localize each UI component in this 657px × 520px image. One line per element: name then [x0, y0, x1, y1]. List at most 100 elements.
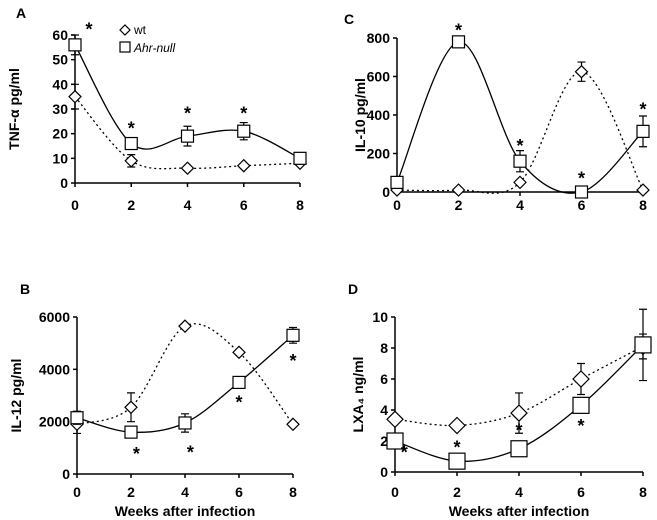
significance-asterisk: *: [128, 118, 135, 138]
data-point-square: [178, 416, 192, 430]
data-point-square: [293, 151, 307, 165]
data-point-diamond: [636, 183, 650, 197]
y-tick-label: 60: [52, 27, 68, 43]
data-point-diamond: [572, 370, 590, 388]
x-tick-label: 8: [639, 484, 647, 500]
legend-ahr-null: Ahr-null: [133, 41, 175, 55]
data-point-diamond: [451, 183, 466, 197]
data-point-square: [124, 425, 138, 439]
y-tick-label: 800: [367, 30, 391, 46]
significance-asterisk: *: [187, 442, 194, 462]
y-tick-label: 6: [380, 371, 388, 387]
x-tick-label: 4: [516, 197, 524, 213]
y-tick-label: 30: [52, 101, 68, 117]
significance-asterisk: *: [235, 393, 242, 413]
significance-asterisk: *: [453, 438, 460, 458]
y-axis-label: IL-10 pg/ml: [352, 78, 368, 152]
legend-diamond-icon: [119, 24, 131, 36]
data-point-diamond: [124, 153, 139, 168]
significance-asterisk: *: [401, 442, 408, 462]
x-tick-label: 8: [289, 484, 297, 500]
x-tick-label: 4: [181, 484, 189, 500]
x-tick-label: 2: [455, 197, 463, 213]
legend-wt: wt: [133, 23, 147, 37]
data-point-square: [451, 35, 466, 49]
data-point-square: [448, 452, 466, 470]
data-point-diamond: [513, 175, 527, 190]
x-tick-label: 0: [393, 197, 401, 213]
panel-D: D 0 2 4 6 8 10 0 2 4 6 8 LXA₄ ng/ml Weeks after infec…: [348, 281, 652, 519]
data-point-diamond: [178, 319, 192, 334]
y-tick-label: 2: [380, 433, 388, 449]
y-tick-label: 20: [52, 126, 68, 142]
data-point-diamond: [180, 161, 195, 176]
significance-asterisk: *: [639, 99, 646, 119]
significance-asterisk: *: [577, 416, 584, 436]
y-tick-label: 0: [62, 466, 70, 482]
x-tick-label: 8: [639, 197, 647, 213]
series-line-wt: [74, 96, 301, 170]
data-point-square: [180, 129, 195, 143]
data-point-square: [636, 124, 650, 138]
data-point-diamond: [124, 400, 138, 415]
x-tick-label: 0: [73, 484, 81, 500]
significance-asterisk: *: [516, 136, 523, 156]
significance-asterisk: *: [455, 20, 462, 40]
y-tick-label: 200: [367, 146, 391, 162]
x-tick-label: 0: [391, 484, 399, 500]
x-tick-label: 2: [127, 484, 135, 500]
data-point-square: [68, 38, 82, 52]
data-point-diamond: [68, 89, 82, 104]
x-axis-label: Weeks after infection: [115, 503, 256, 519]
data-point-diamond: [286, 417, 300, 432]
significance-asterisk: *: [578, 169, 585, 189]
data-point-square: [390, 175, 404, 189]
y-tick-label: 10: [372, 309, 388, 325]
data-point-diamond: [232, 345, 246, 360]
x-tick-label: 4: [184, 197, 192, 213]
legend-square-icon: [119, 41, 131, 53]
data-point-diamond: [510, 404, 528, 422]
legend: wt Ahr-null: [119, 23, 175, 55]
data-point-square: [237, 124, 251, 138]
data-point-square: [574, 185, 589, 199]
x-axis-label: Weeks after infection: [449, 503, 590, 519]
panel-A: A 0 10 20 30 40 50 60 0 2 4 6 8 TNF-α pg/ml * * * *: [6, 5, 307, 213]
y-axis-label: TNF-α pg/ml: [6, 68, 22, 150]
y-tick-label: 40: [52, 76, 68, 92]
data-point-square: [513, 154, 527, 168]
x-tick-label: 6: [578, 197, 586, 213]
data-point-diamond: [574, 64, 589, 79]
significance-asterisk: *: [289, 351, 296, 371]
data-point-square: [634, 336, 652, 354]
series-line-wt: [76, 323, 294, 425]
x-tick-label: 4: [515, 484, 523, 500]
x-tick-label: 0: [71, 197, 79, 213]
y-tick-label: 10: [52, 150, 68, 166]
panel-label: C: [344, 11, 354, 27]
panel-B: B 0 2000 4000 6000 0 2 4 6 8 IL-12 pg/ml Weeks afte…: [8, 281, 300, 519]
panel-label: A: [16, 5, 26, 21]
data-point-square: [510, 440, 528, 458]
data-point-square: [286, 328, 300, 342]
data-point-square: [232, 375, 246, 390]
panel-C: C 0 200 400 600 800 0 2 4 6 8 IL-10 pg/ml * * * *: [344, 11, 650, 213]
x-tick-label: 6: [240, 197, 248, 213]
x-tick-label: 2: [453, 484, 461, 500]
x-tick-label: 8: [296, 197, 304, 213]
significance-asterisk: *: [184, 103, 191, 123]
y-tick-label: 400: [367, 107, 391, 123]
y-tick-label: 0: [380, 464, 388, 480]
data-point-diamond: [448, 416, 466, 435]
y-tick-label: 0: [60, 175, 68, 191]
data-point-diamond: [386, 410, 404, 429]
significance-asterisk: *: [515, 421, 522, 441]
y-tick-label: 4: [380, 402, 388, 418]
y-tick-label: 600: [367, 69, 391, 85]
data-point-diamond: [236, 158, 251, 173]
x-tick-label: 2: [127, 197, 135, 213]
y-tick-label: 0: [382, 184, 390, 200]
panel-label: B: [20, 281, 30, 297]
y-axis-label: IL-12 pg/ml: [8, 359, 24, 433]
